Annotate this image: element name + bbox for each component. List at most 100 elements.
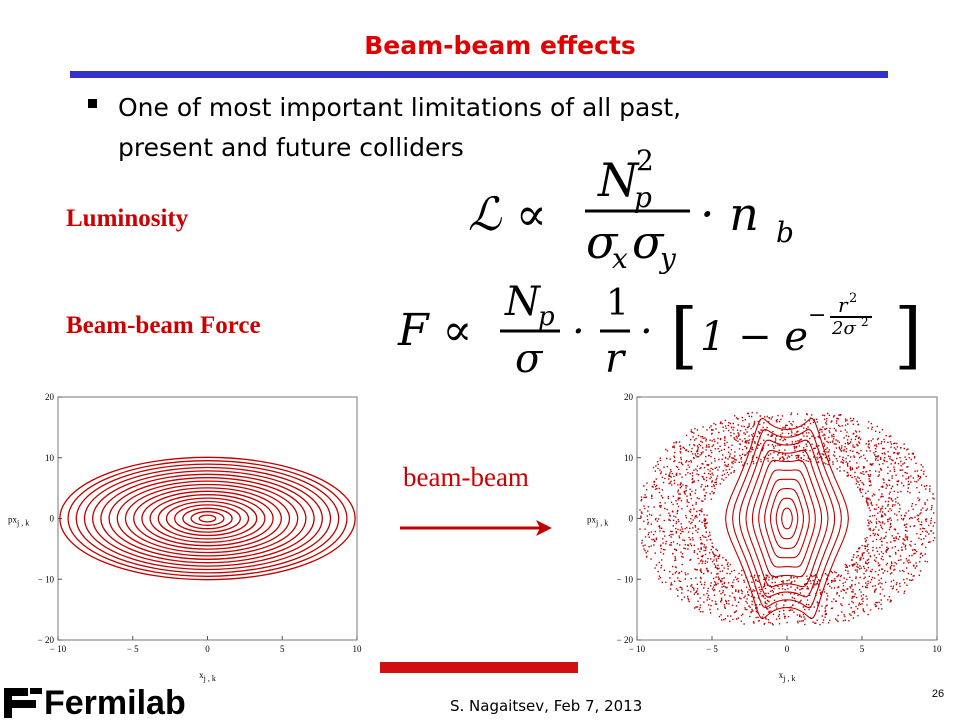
phase-orbit (770, 488, 804, 549)
formula-part: σ (586, 215, 619, 269)
x-axis-label: xj , k (779, 670, 796, 683)
x-tick-label: 10 (353, 644, 363, 654)
formula-part: 1 − e (700, 314, 808, 360)
phase-orbit (190, 511, 225, 526)
phase-orbit (133, 487, 282, 550)
bullet-marker (88, 99, 97, 108)
formula-part: N (597, 153, 640, 207)
axis-label-main: x (779, 670, 784, 680)
y-tick-label: − 10 (38, 574, 55, 584)
force-label: Beam-beam Force (66, 312, 261, 339)
chaotic-points (639, 411, 936, 626)
slide-title: Beam-beam effects (364, 31, 636, 60)
phase-orbit (59, 456, 356, 581)
y-tick-label: − 20 (617, 635, 634, 645)
phase-orbit (141, 490, 274, 547)
phase-orbit (182, 507, 233, 530)
y-tick-label: 0 (50, 514, 55, 524)
x-tick-label: 0 (205, 644, 210, 654)
phase-orbit (108, 477, 307, 560)
formula-part: r (605, 336, 627, 382)
phase-orbit (75, 463, 340, 574)
axis-label-sub: j , k (782, 674, 795, 683)
phase-orbit (165, 500, 250, 537)
phase-orbit (67, 460, 348, 577)
axis-label-main: px (8, 515, 18, 525)
phase-orbit (758, 469, 816, 568)
x-tick-label: − 5 (706, 644, 718, 654)
formula-part: N (504, 279, 542, 325)
formula-part: 2 (849, 291, 857, 306)
formula-part: · (572, 309, 585, 355)
x-axis-label: xj , k (199, 670, 216, 683)
y-axis-label: pxj , k (587, 515, 608, 528)
bullet-line: present and future colliders (118, 133, 464, 162)
axis-label-main: x (199, 670, 204, 680)
formula-part: x (612, 242, 628, 275)
formula-part: 2σ (831, 318, 856, 339)
footer: S. Nagaitsev, Feb 7, 2013 (450, 697, 642, 715)
phase-orbit (149, 494, 266, 543)
formula-part: [ (670, 293, 698, 377)
force-formula: F ∝ N p σ · 1 r · [ 1 − e − r 2 2σ 2 ] (397, 279, 922, 382)
formula-part: b (776, 216, 794, 249)
logo-icon (4, 688, 42, 718)
formula-part: σ (515, 336, 544, 382)
formula-part: r (838, 293, 849, 317)
y-tick-label: 10 (45, 453, 55, 463)
axis-label-sub: j , k (203, 674, 216, 683)
x-tick-label: 5 (280, 644, 285, 654)
phase-orbit (124, 483, 291, 554)
y-tick-label: − 20 (38, 635, 55, 645)
phase-orbit (198, 514, 217, 523)
axis-label-sub: j , k (16, 519, 29, 528)
logo-text: Fermilab (44, 684, 186, 720)
axis-label-sub: j , k (595, 519, 608, 528)
phase-orbit (781, 507, 793, 530)
x-tick-label: − 10 (629, 644, 646, 654)
y-tick-label: 20 (45, 392, 55, 402)
formula-part: F ∝ (397, 305, 472, 356)
phase-orbit (92, 470, 323, 567)
phase-orbit (83, 466, 332, 571)
x-tick-label: 5 (860, 644, 865, 654)
x-tick-label: 10 (933, 644, 943, 654)
formula-part: p (538, 302, 555, 332)
arrow-label: beam-beam (403, 462, 529, 492)
axis-label-main: px (587, 515, 597, 525)
y-axis-label: pxj , k (8, 515, 29, 528)
y-tick-label: 10 (624, 453, 634, 463)
y-tick-label: − 10 (617, 574, 634, 584)
page-number: 26 (932, 688, 944, 700)
phase-orbit (174, 504, 241, 533)
y-tick-label: 20 (624, 392, 634, 402)
x-tick-label: 0 (785, 644, 790, 654)
phase-orbit (738, 439, 836, 598)
x-tick-label: − 5 (127, 644, 139, 654)
phase-orbit (100, 473, 315, 564)
formula-part: · (640, 309, 653, 355)
formula-part: y (658, 242, 677, 275)
formula-part: 1 (606, 283, 629, 324)
formula-part: 2 (861, 315, 869, 329)
formula-part: σ (632, 215, 665, 269)
phase-orbit (764, 478, 810, 559)
bullet-line: One of most important limitations of all… (118, 93, 681, 122)
y-tick-label: 0 (629, 514, 634, 524)
accent-bar (380, 662, 578, 673)
phase-orbit (116, 480, 299, 557)
phase-orbit (775, 497, 799, 540)
phase-orbit (157, 497, 258, 540)
luminosity-label: Luminosity (66, 205, 189, 232)
formula-part: · n (700, 187, 759, 241)
arrow-head (536, 520, 552, 536)
phase-orbit (732, 428, 842, 609)
formula-part: ] (894, 293, 922, 377)
formula-part: − (808, 303, 826, 328)
formula-part: 2 (636, 144, 654, 177)
